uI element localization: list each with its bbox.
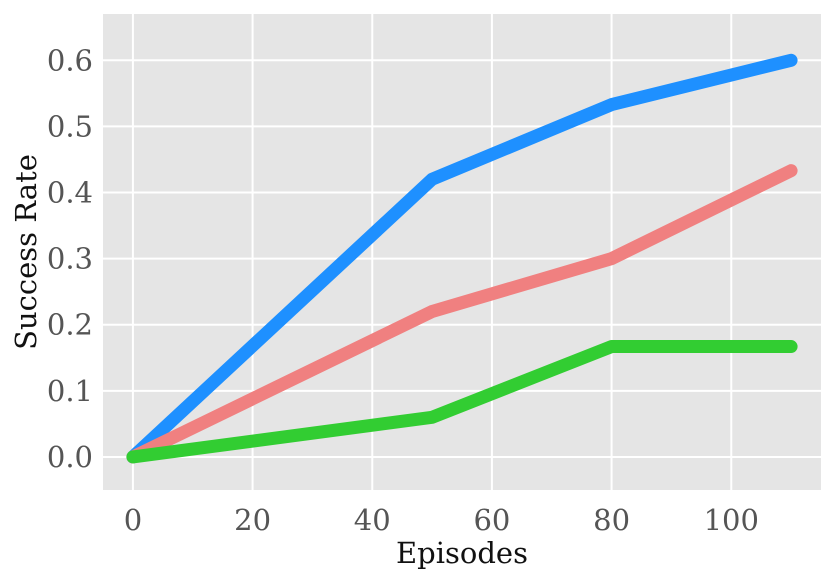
x-tick-label: 80 — [593, 503, 630, 537]
series-line-2 — [126, 164, 798, 464]
y-tick-label: 0.1 — [47, 374, 93, 408]
x-tick-label: 0 — [124, 503, 142, 537]
y-tick-label: 0.6 — [47, 43, 93, 77]
x-tick-label: 20 — [234, 503, 271, 537]
grid — [103, 14, 821, 490]
y-tick-label: 0.3 — [47, 242, 93, 276]
x-axis-ticks: 0 20 40 60 80 100 — [124, 503, 759, 537]
series-line-1 — [126, 53, 798, 464]
y-tick-label: 0.4 — [47, 176, 93, 210]
x-axis-label: Episodes — [396, 536, 528, 570]
x-tick-label: 40 — [354, 503, 391, 537]
series-line-3 — [126, 340, 798, 464]
y-tick-label: 0.5 — [47, 109, 93, 143]
x-tick-label: 60 — [473, 503, 510, 537]
y-tick-label: 0.2 — [47, 308, 93, 342]
y-tick-label: 0.0 — [47, 440, 93, 474]
series-lines — [126, 53, 798, 464]
x-tick-label: 100 — [704, 503, 759, 537]
y-axis-label: Success Rate — [9, 154, 43, 350]
y-axis-ticks: 0.0 0.1 0.2 0.3 0.4 0.5 0.6 — [47, 43, 93, 474]
